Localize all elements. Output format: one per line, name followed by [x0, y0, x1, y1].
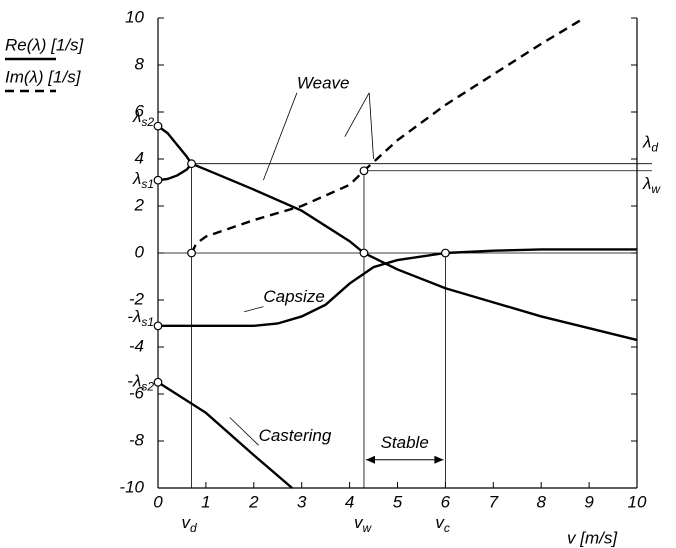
- x-tick-label: 9: [584, 492, 594, 511]
- x-tick-label: 3: [297, 492, 307, 511]
- x-tick-label: 8: [536, 492, 546, 511]
- x-tick-label: 2: [248, 492, 259, 511]
- critical-speed-label-sub: w: [362, 521, 372, 535]
- series-line: [158, 248, 637, 328]
- marker: [153, 377, 163, 387]
- eigen-label-base: λ: [132, 170, 141, 189]
- critical-speed-label-sub: c: [444, 521, 450, 535]
- right-eigen-label-sub: d: [651, 141, 658, 155]
- marker: [153, 321, 163, 331]
- y-tick-label: 10: [125, 7, 144, 26]
- eigen-label: -λs1: [127, 307, 154, 329]
- curve-label-leader: [244, 306, 264, 313]
- critical-speed-label: vd: [182, 513, 198, 535]
- y-tick-label: 8: [135, 54, 145, 73]
- x-tick-label: 6: [441, 492, 451, 511]
- curve-label: Weave: [297, 73, 350, 92]
- curve-label-leader: [229, 417, 259, 446]
- arrow-head: [434, 455, 444, 464]
- right-eigen-label-sub: w: [651, 182, 661, 196]
- right-eigen-label-base: λ: [642, 174, 651, 193]
- critical-speed-label: vw: [354, 513, 373, 535]
- x-tick-label: 10: [628, 492, 647, 511]
- x-axis-label: v [m/s]: [567, 528, 618, 547]
- curve-label-leader: [263, 92, 298, 181]
- x-tick-label: 4: [345, 492, 354, 511]
- eigen-label-base: -λ: [127, 307, 141, 326]
- stable-label: Stable: [381, 433, 429, 452]
- marker: [359, 248, 369, 258]
- y-tick-label: 4: [135, 148, 144, 167]
- critical-speed-label: vc: [435, 513, 450, 535]
- right-eigen-label: λd: [642, 133, 658, 155]
- x-tick-label: 7: [489, 492, 499, 511]
- curve-label-leader: [344, 92, 370, 137]
- eigen-label-base: -λ: [127, 372, 141, 391]
- critical-speed-label-base: v: [182, 513, 192, 532]
- right-eigen-label-base: λ: [642, 133, 651, 152]
- y-tick-label: -6: [129, 383, 145, 402]
- arrow-head: [365, 455, 375, 464]
- legend-label: Im(λ) [1/s]: [5, 67, 82, 86]
- eigen-label-sub: s2: [141, 379, 154, 393]
- x-tick-label: 0: [153, 492, 163, 511]
- series-line: [157, 162, 193, 182]
- eigen-label: λs2: [132, 108, 154, 130]
- y-tick-label: -10: [119, 477, 144, 496]
- y-tick-label: 2: [134, 195, 145, 214]
- series-line: [157, 381, 293, 489]
- eigen-label: -λs2: [127, 372, 154, 394]
- critical-speed-label-base: v: [435, 513, 445, 532]
- eigen-label: λs1: [132, 170, 154, 192]
- eigen-label-base: λ: [132, 108, 141, 127]
- y-tick-label: 6: [135, 101, 145, 120]
- y-tick-label: -4: [129, 336, 144, 355]
- marker: [187, 248, 196, 258]
- series-line: [157, 125, 193, 165]
- marker: [153, 175, 163, 185]
- right-eigen-label: λw: [642, 174, 661, 196]
- y-tick-label: 0: [135, 242, 145, 261]
- y-tick-label: -2: [129, 289, 145, 308]
- critical-speed-label-sub: d: [190, 521, 197, 535]
- x-tick-label: 5: [393, 492, 403, 511]
- y-tick-label: -8: [129, 430, 145, 449]
- series-line: [191, 162, 638, 342]
- marker: [153, 121, 163, 131]
- eigen-label-sub: s1: [141, 315, 154, 329]
- eigen-label-sub: s1: [141, 177, 154, 191]
- curve-label: Castering: [259, 426, 332, 445]
- curve-label-leader: [368, 92, 374, 160]
- x-tick-label: 1: [201, 492, 210, 511]
- marker: [441, 248, 450, 258]
- critical-speed-label-base: v: [354, 513, 364, 532]
- series-line: [190, 16, 585, 254]
- marker: [359, 166, 369, 176]
- curve-label: Capsize: [263, 287, 324, 306]
- marker: [187, 159, 196, 169]
- legend-label: Re(λ) [1/s]: [5, 35, 85, 54]
- eigen-label-sub: s2: [141, 115, 154, 129]
